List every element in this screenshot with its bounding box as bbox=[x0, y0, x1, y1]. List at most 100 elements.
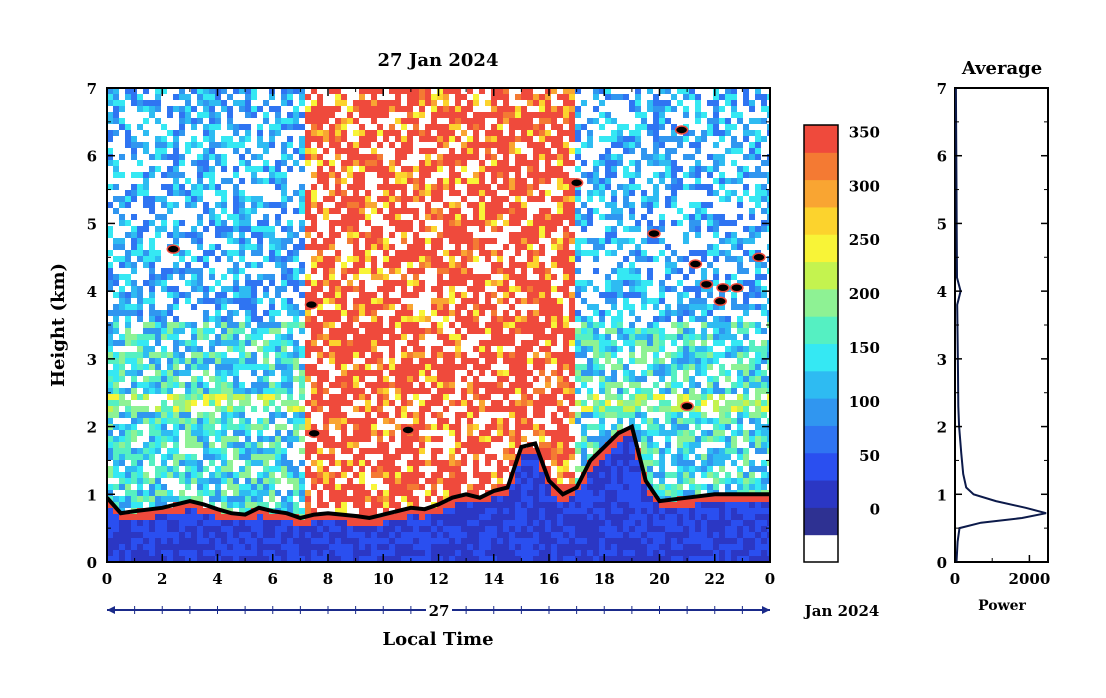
heatmap-cell bbox=[293, 250, 299, 256]
heatmap-cell bbox=[419, 364, 425, 370]
heatmap-cell bbox=[245, 430, 251, 436]
heatmap-cell bbox=[335, 136, 341, 142]
heatmap-cell bbox=[431, 400, 437, 406]
heatmap-cell bbox=[563, 250, 569, 256]
heatmap-cell bbox=[185, 370, 191, 376]
heatmap-cell bbox=[437, 532, 443, 538]
heatmap-cell bbox=[233, 346, 239, 352]
heatmap-cell bbox=[389, 262, 395, 268]
heatmap-cell bbox=[317, 262, 323, 268]
heatmap-cell bbox=[587, 370, 593, 376]
heatmap-cell bbox=[281, 304, 287, 310]
heatmap-cell bbox=[287, 334, 293, 340]
heatmap-cell bbox=[623, 406, 629, 412]
heatmap-cell bbox=[437, 112, 443, 118]
heatmap-cell bbox=[383, 286, 389, 292]
heatmap-cell bbox=[491, 526, 497, 532]
heatmap-cell bbox=[347, 106, 353, 112]
heatmap-cell bbox=[137, 490, 143, 496]
heatmap-cell bbox=[209, 388, 215, 394]
heatmap-cell bbox=[503, 358, 509, 364]
heatmap-cell bbox=[497, 298, 503, 304]
heatmap-cell bbox=[473, 148, 479, 154]
heatmap-cell bbox=[491, 130, 497, 136]
heatmap-cell bbox=[419, 160, 425, 166]
heatmap-cell bbox=[521, 556, 527, 562]
heatmap-cell bbox=[131, 520, 137, 526]
heatmap-cell bbox=[251, 280, 257, 286]
heatmap-cell bbox=[191, 184, 197, 190]
heatmap-cell bbox=[161, 514, 167, 520]
heatmap-cell bbox=[461, 304, 467, 310]
heatmap-cell bbox=[407, 484, 413, 490]
heatmap-cell bbox=[227, 136, 233, 142]
heatmap-cell bbox=[503, 208, 509, 214]
heatmap-cell bbox=[125, 424, 131, 430]
heatmap-cell bbox=[257, 478, 263, 484]
heatmap-cell bbox=[347, 316, 353, 322]
heatmap-cell bbox=[293, 532, 299, 538]
heatmap-cell bbox=[233, 550, 239, 556]
heatmap-cell bbox=[515, 484, 521, 490]
heatmap-cell bbox=[383, 262, 389, 268]
heatmap-cell bbox=[359, 130, 365, 136]
heatmap-cell bbox=[353, 172, 359, 178]
heatmap-cell bbox=[239, 466, 245, 472]
heatmap-cell bbox=[557, 388, 563, 394]
heatmap-cell bbox=[185, 538, 191, 544]
heatmap-cell bbox=[227, 418, 233, 424]
heatmap-cell bbox=[161, 526, 167, 532]
heatmap-cell bbox=[269, 136, 275, 142]
heatmap-cell bbox=[419, 250, 425, 256]
heatmap-cell bbox=[539, 424, 545, 430]
heatmap-cell bbox=[587, 196, 593, 202]
heatmap-cell bbox=[233, 172, 239, 178]
heatmap-cell bbox=[491, 400, 497, 406]
heatmap-cell bbox=[167, 328, 173, 334]
heatmap-cell bbox=[347, 172, 353, 178]
heatmap-cell bbox=[617, 208, 623, 214]
heatmap-cell bbox=[161, 376, 167, 382]
heatmap-cell bbox=[479, 502, 485, 508]
heatmap-cell bbox=[113, 244, 119, 250]
heatmap-cell bbox=[491, 316, 497, 322]
heatmap-cell bbox=[509, 190, 515, 196]
heatmap-cell bbox=[497, 472, 503, 478]
heatmap-cell bbox=[299, 538, 305, 544]
heatmap-cell bbox=[629, 508, 635, 514]
heatmap-cell bbox=[329, 298, 335, 304]
heatmap-cell bbox=[605, 214, 611, 220]
heatmap-cell bbox=[539, 112, 545, 118]
heatmap-cell bbox=[335, 142, 341, 148]
heatmap-cell bbox=[467, 238, 473, 244]
heatmap-cell bbox=[539, 178, 545, 184]
heatmap-cell bbox=[593, 256, 599, 262]
heatmap-cell bbox=[503, 172, 509, 178]
heatmap-cell bbox=[389, 244, 395, 250]
heatmap-cell bbox=[617, 544, 623, 550]
heatmap-cell bbox=[245, 418, 251, 424]
heatmap-cell bbox=[605, 118, 611, 124]
heatmap-cell bbox=[137, 454, 143, 460]
heatmap-cell bbox=[221, 304, 227, 310]
heatmap-cell bbox=[269, 94, 275, 100]
heatmap-cell bbox=[317, 556, 323, 562]
heatmap-cell bbox=[197, 160, 203, 166]
heatmap-cell bbox=[221, 388, 227, 394]
heatmap-cell bbox=[299, 508, 305, 514]
heatmap-cell bbox=[275, 334, 281, 340]
heatmap-cell bbox=[575, 238, 581, 244]
heatmap-cell bbox=[557, 502, 563, 508]
heatmap-cell bbox=[245, 238, 251, 244]
heatmap-cell bbox=[317, 244, 323, 250]
heatmap-cell bbox=[539, 538, 545, 544]
heatmap-cell bbox=[419, 448, 425, 454]
heatmap-cell bbox=[257, 418, 263, 424]
heatmap-cell bbox=[203, 148, 209, 154]
heatmap-cell bbox=[257, 544, 263, 550]
heatmap-cell bbox=[491, 220, 497, 226]
heatmap-cell bbox=[155, 406, 161, 412]
heatmap-cell bbox=[209, 418, 215, 424]
heatmap-cell bbox=[473, 412, 479, 418]
heatmap-cell bbox=[113, 328, 119, 334]
